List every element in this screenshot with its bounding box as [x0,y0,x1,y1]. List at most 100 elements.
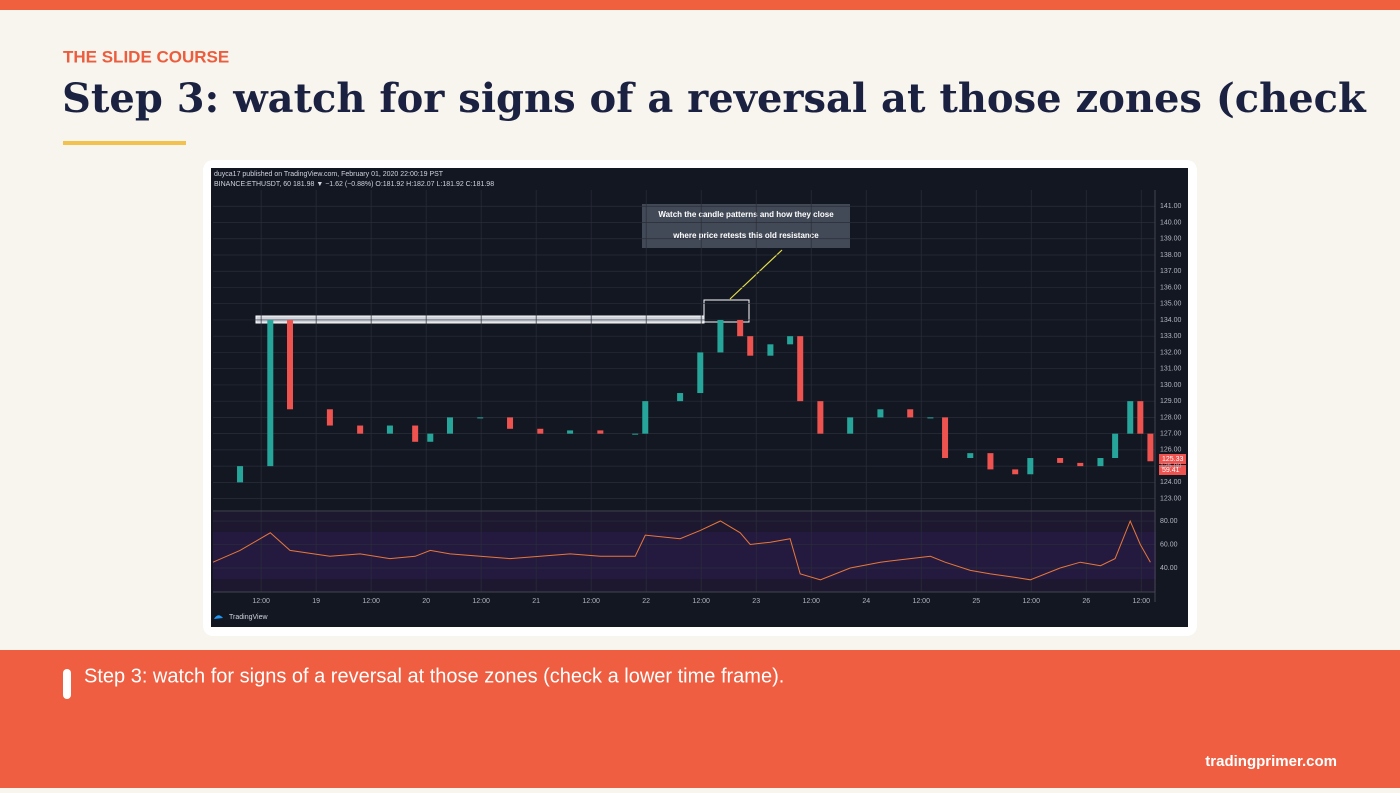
caption-marker [63,669,71,699]
y-tick-label: 129.00 [1160,398,1182,405]
y-tick-label: 134.00 [1160,317,1182,324]
y-tick-label: 139.00 [1160,236,1182,243]
x-tick-label: 22 [642,598,650,605]
kicker: THE SLIDE COURSE [63,47,229,66]
y-tick-label: 124.00 [1160,479,1182,486]
rsi-band [213,532,1156,579]
y-tick-label: 133.00 [1160,333,1182,340]
candle [1137,401,1144,434]
chart-header: duyca17 published on TradingView.com, Fe… [214,171,444,178]
candle [1127,401,1134,434]
candle [237,466,244,483]
candle [267,319,274,467]
top-bar [0,0,1400,10]
y2-tick-label: 80.00 [1160,518,1178,525]
x-tick-label: 12:00 [582,598,600,605]
candle [642,401,649,434]
candle [967,453,974,459]
x-tick-label: 20 [422,598,430,605]
y-tick-label: 136.00 [1160,284,1182,291]
y-tick-label: 130.00 [1160,382,1182,389]
candle [817,401,824,434]
price-tag-label: 125.33 [1162,456,1184,463]
title-underline [63,141,186,145]
x-tick-label: 12:00 [802,598,820,605]
candle [1057,458,1064,463]
caption: Step 3: watch for signs of a reversal at… [84,665,784,687]
candle [1112,433,1119,459]
annotation-box [642,204,850,248]
candle [632,433,639,435]
chart-screenshot: duyca17 published on TradingView.com, Fe… [211,168,1188,627]
candle [427,433,434,442]
y-tick-label: 127.00 [1160,430,1182,437]
candle [767,344,774,356]
candle [747,336,754,356]
y-tick-label: 138.00 [1160,252,1182,259]
footer: tradingprimer.com [1205,753,1337,770]
candle [1097,458,1104,467]
retest-box [703,299,750,323]
candle [1027,458,1034,475]
candle [537,428,544,434]
x-tick-label: 12:00 [692,598,710,605]
annotation: where price retests this old resistance [672,231,819,240]
candle [907,409,914,418]
candle [1147,433,1154,462]
x-tick-label: 12:00 [1132,598,1150,605]
y-tick-label: 141.00 [1160,203,1182,210]
y-tick-label: 131.00 [1160,366,1182,373]
y-tick-label: 137.00 [1160,268,1182,275]
candle [477,417,484,419]
price-tag [1159,465,1186,475]
y-tick-label: 140.00 [1160,219,1182,226]
y2-tick-label: 60.00 [1160,541,1178,548]
candle [987,453,994,470]
candle [942,417,949,459]
y-tick-label: 135.00 [1160,301,1182,308]
resistance-zone [255,315,705,324]
candle [677,393,684,402]
candle [737,319,744,337]
x-tick-label: 19 [312,598,320,605]
candle [847,417,854,434]
symbol-line: BINANCE:ETHUSDT, 60 181.98 ▼ −1.62 (−0.8… [214,181,494,188]
y-tick-label: 128.00 [1160,414,1182,421]
candle [797,336,804,402]
logo-icon [214,615,223,619]
candle [326,409,333,426]
candle [1012,469,1019,475]
candle [446,417,453,434]
price-tag [1159,454,1186,464]
candle [357,425,364,434]
candle [412,425,419,442]
logo: TradingView [229,614,268,621]
price-tag-label: 59.41 [1162,467,1180,474]
x-tick-label: 12:00 [1022,598,1040,605]
bottom-band [0,650,1400,788]
candle [507,417,514,429]
candle [567,430,574,434]
x-tick-label: 21 [532,598,540,605]
candle [787,336,794,345]
y-tick-label: 126.00 [1160,447,1182,454]
candle [697,352,704,394]
x-tick-label: 23 [752,598,760,605]
candle [287,319,294,410]
candle [717,319,724,353]
y-tick-label: 132.00 [1160,349,1182,356]
candle [877,409,884,418]
x-tick-label: 25 [972,598,980,605]
candle [597,430,604,434]
candle [386,425,393,434]
rsi-line [212,519,1151,581]
x-tick-label: 12:00 [912,598,930,605]
title: Step 3: watch for signs of a reversal at… [62,75,1367,122]
y-tick-label: 123.00 [1160,495,1182,502]
candle [927,417,934,419]
y-tick-label: 125.00 [1160,463,1182,470]
candle [1077,462,1084,467]
x-tick-label: 12:00 [472,598,490,605]
